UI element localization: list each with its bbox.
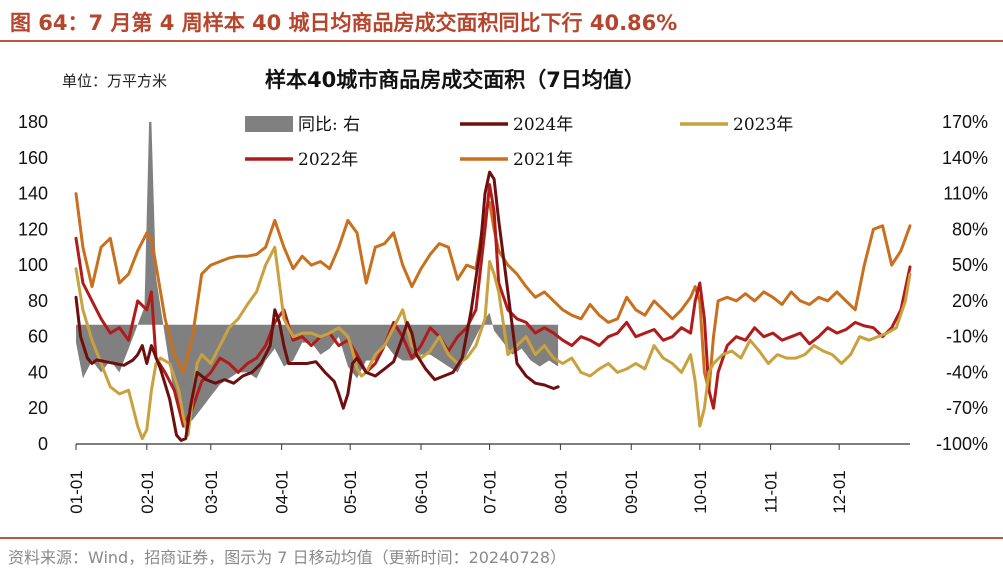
y-right-tick-label: 50%: [952, 255, 988, 275]
unit-label: 单位：万平方米: [62, 72, 168, 90]
legend-swatch-yoy: [245, 116, 293, 132]
bottom-rule: [0, 537, 1003, 539]
y-left-tick-label: 180: [18, 112, 48, 132]
y-right-tick-label: -70%: [946, 398, 988, 418]
series-line-y2022: [74, 183, 912, 428]
figure-title: 图 64：7 月第 4 周样本 40 城日均商品房成交面积同比下行 40.86%: [10, 11, 678, 35]
y-left-tick-label: 20: [28, 398, 48, 418]
y-right-tick-label: -100%: [936, 434, 988, 454]
y-right-tick-label: 80%: [952, 219, 988, 239]
y-left-tick-label: 120: [18, 219, 48, 239]
y-left-tick-label: 140: [18, 184, 48, 204]
y-left-tick-label: 160: [18, 148, 48, 168]
x-tick-label: 07-01: [481, 470, 500, 513]
x-tick-label: 11-01: [762, 471, 781, 513]
legend-label-y2023: 2023年: [733, 115, 793, 135]
y-right-tick-label: 170%: [942, 112, 988, 132]
series-line-y2024: [74, 170, 560, 442]
y-left-tick-label: 0: [38, 434, 48, 454]
y-left-tick-label: 100: [18, 255, 48, 275]
x-tick-label: 01-01: [67, 470, 86, 513]
x-tick-label: 05-01: [341, 470, 360, 513]
source-note: 资料来源：Wind，招商证券，图示为 7 日移动均值（更新时间：20240728…: [8, 548, 567, 567]
yoy-area: [76, 122, 559, 427]
legend-label-y2021: 2021年: [513, 150, 573, 170]
x-tick-label: 06-01: [412, 470, 431, 513]
y-right-tick-label: 20%: [952, 291, 988, 311]
y-left-tick-label: 60: [28, 327, 48, 347]
x-tick-label: 02-01: [138, 470, 157, 513]
y-left-tick-label: 40: [28, 362, 48, 382]
y-right-tick-label: 110%: [943, 184, 988, 204]
legend-label-y2024: 2024年: [513, 115, 573, 135]
y-left-tick-label: 80: [28, 291, 48, 311]
x-tick-label: 09-01: [622, 470, 641, 513]
x-tick-label: 12-01: [830, 470, 849, 513]
chart-title: 样本40城市商品房成交面积（7日均值）: [265, 68, 645, 92]
x-tick-label: 04-01: [273, 470, 292, 513]
x-tick-label: 03-01: [202, 470, 221, 513]
x-tick-label: 10-01: [691, 470, 710, 513]
top-rule: [0, 40, 1003, 42]
y-right-tick-label: -10%: [946, 327, 988, 347]
y-right-tick-label: -40%: [946, 362, 988, 382]
x-tick-label: 08-01: [551, 470, 570, 513]
legend-label-y2022: 2022年: [298, 150, 358, 170]
y-right-tick-label: 140%: [942, 148, 988, 168]
legend-label-yoy: 同比: 右: [298, 115, 360, 135]
